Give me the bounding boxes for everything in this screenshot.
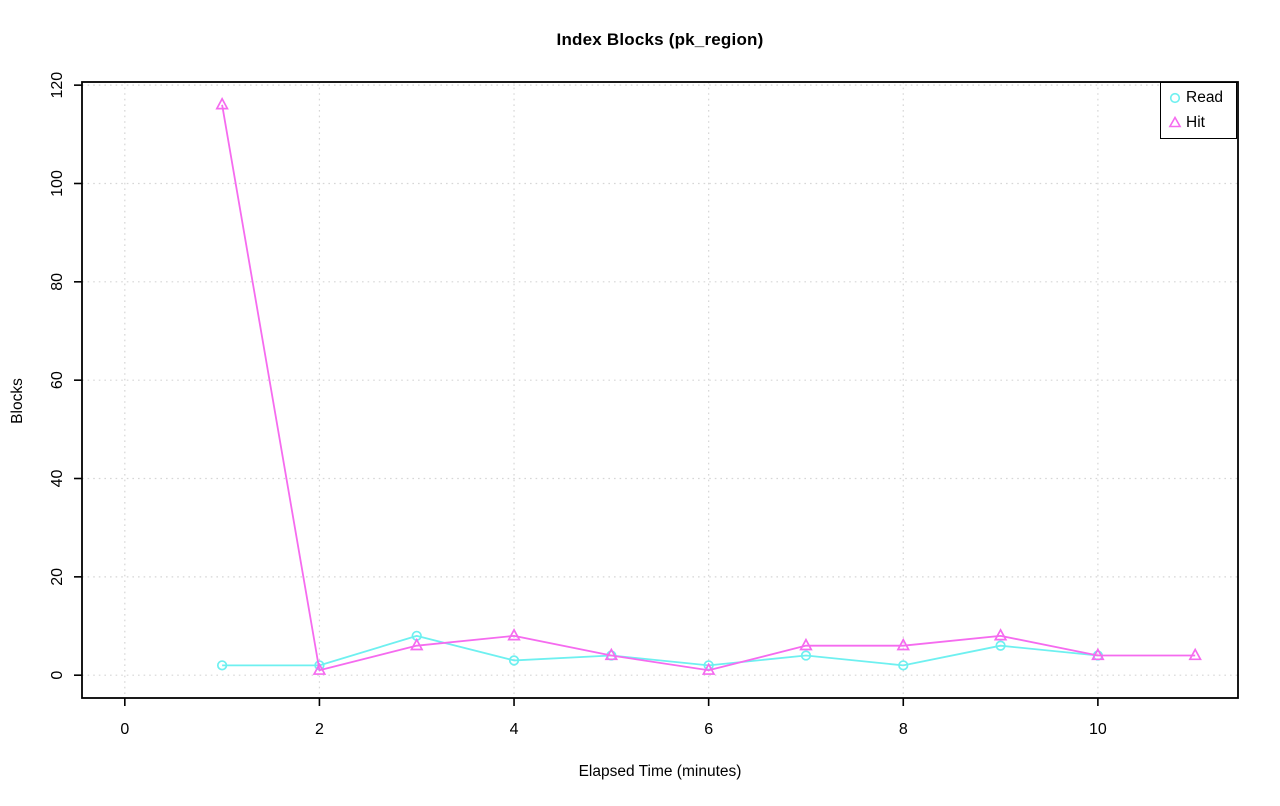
data-point-read — [216, 660, 228, 671]
data-point-read — [508, 655, 520, 666]
legend-label-read: Read — [1186, 89, 1224, 106]
legend-label-hit: Hit — [1186, 114, 1205, 131]
data-point-hit — [312, 662, 327, 675]
data-point-hit — [507, 628, 521, 641]
series-line-read — [222, 634, 1098, 667]
legend-item-hit: Hit — [1161, 111, 1236, 136]
data-point-hit — [1188, 647, 1202, 661]
legend-item-read: Read — [1161, 86, 1236, 111]
data-point-read — [995, 640, 1006, 651]
hit-triangle-marker-icon — [1168, 115, 1186, 131]
x-tick-label: 8 — [899, 721, 908, 738]
y-tick-label: 80 — [49, 273, 66, 291]
y-tick-label: 20 — [49, 568, 66, 586]
data-point-hit — [993, 628, 1008, 641]
data-point-read — [800, 650, 812, 661]
data-point-hit — [215, 97, 229, 110]
data-point-hit — [604, 647, 619, 661]
data-point-hit — [799, 637, 813, 651]
data-point-hit — [896, 637, 910, 651]
y-tick-label: 60 — [49, 371, 66, 389]
data-point-hit — [410, 637, 424, 651]
x-tick-label: 6 — [704, 721, 713, 738]
x-tick-label: 0 — [120, 721, 129, 738]
read-circle-marker-icon — [1168, 90, 1186, 106]
data-point-hit — [1091, 647, 1105, 661]
y-axis-label: Blocks — [9, 378, 26, 424]
chart-title: Index Blocks (pk_region) — [556, 30, 764, 49]
x-tick-label: 4 — [510, 721, 519, 738]
y-tick-label: 100 — [49, 170, 66, 197]
y-tick-label: 40 — [49, 470, 66, 488]
legend: Read Hit — [1160, 82, 1237, 139]
y-tick-label: 120 — [49, 72, 66, 99]
data-point-hit — [701, 662, 716, 675]
x-tick-label: 10 — [1089, 721, 1107, 738]
x-tick-label: 2 — [315, 721, 324, 738]
plot-box — [81, 81, 1239, 699]
data-point-read — [898, 660, 909, 671]
y-tick-label: 0 — [49, 671, 66, 680]
x-axis-label: Elapsed Time (minutes) — [578, 763, 742, 780]
series-line-hit — [221, 104, 1196, 672]
